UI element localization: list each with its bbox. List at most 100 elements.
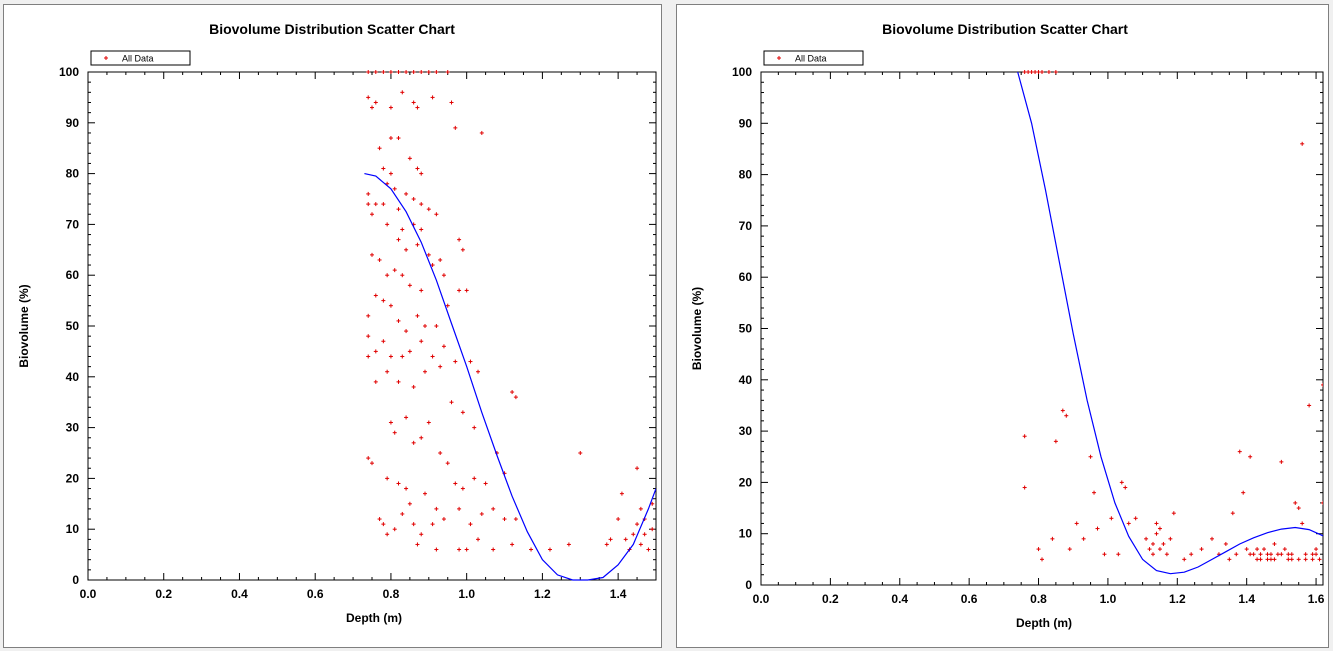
data-point <box>388 136 393 141</box>
data-point <box>1144 536 1149 541</box>
data-point <box>513 395 518 400</box>
data-point <box>616 517 621 522</box>
chart-title: Biovolume Distribution Scatter Chart <box>209 21 455 37</box>
data-point <box>404 247 409 252</box>
data-point <box>366 456 371 461</box>
x-tick-label: 0.4 <box>231 587 248 601</box>
data-point <box>373 100 378 105</box>
data-point <box>434 506 439 511</box>
data-point <box>1314 552 1319 557</box>
data-point <box>396 70 401 74</box>
fit-curve <box>364 173 656 581</box>
x-tick-label: 1.6 <box>1308 592 1325 606</box>
scatter-chart: Biovolume Distribution Scatter Chart 0 10 2… <box>690 21 1325 630</box>
data-point <box>1314 547 1319 552</box>
data-point <box>1046 70 1051 74</box>
data-point <box>392 430 397 435</box>
data-point <box>411 100 416 105</box>
data-layer <box>1017 70 1323 575</box>
plot-area <box>87 71 657 581</box>
data-point <box>1300 521 1305 526</box>
data-point <box>426 207 431 212</box>
data-point <box>377 517 382 522</box>
data-point <box>370 252 374 257</box>
data-point <box>388 354 393 359</box>
data-point <box>388 105 393 110</box>
data-point <box>404 486 409 491</box>
y-tick-label: 10 <box>739 527 753 541</box>
data-point <box>1036 547 1041 552</box>
data-point <box>623 537 628 542</box>
data-point <box>404 191 409 196</box>
x-tick-label: 0.0 <box>80 587 97 601</box>
data-point <box>419 339 424 344</box>
data-point <box>1248 454 1253 459</box>
y-axis-label: Biovolume (%) <box>690 287 704 370</box>
data-point <box>1081 536 1086 541</box>
data-point <box>529 547 534 552</box>
data-point <box>513 517 518 522</box>
data-point <box>400 354 405 359</box>
data-point <box>650 527 655 532</box>
data-point <box>404 415 409 420</box>
data-point <box>388 420 393 425</box>
data-point <box>646 547 651 552</box>
data-point <box>1227 557 1232 562</box>
data-point <box>1286 557 1291 562</box>
y-tick-label: 90 <box>739 116 753 130</box>
data-point <box>434 212 439 217</box>
data-point <box>1303 552 1308 557</box>
data-point <box>430 354 435 359</box>
data-point <box>1286 552 1291 557</box>
data-point <box>1092 490 1097 495</box>
data-point <box>445 303 450 308</box>
data-point <box>392 186 397 191</box>
scatter-chart: Biovolume Distribution Scatter Chart 0 10 2… <box>17 21 657 625</box>
data-point <box>407 501 412 506</box>
data-point <box>1209 536 1214 541</box>
y-tick-label: 100 <box>59 65 79 79</box>
x-tick-label: 0.2 <box>155 587 172 601</box>
x-tick-label: 1.0 <box>1100 592 1117 606</box>
x-tick-label: 1.2 <box>534 587 551 601</box>
y-tick-label: 40 <box>66 370 80 384</box>
data-point <box>1151 541 1156 546</box>
data-point <box>415 242 420 247</box>
data-point <box>1255 547 1260 552</box>
data-point <box>434 324 439 328</box>
data-point <box>438 364 443 369</box>
data-point <box>453 125 458 130</box>
data-point <box>1244 547 1249 552</box>
data-point <box>385 369 390 374</box>
data-point <box>1296 506 1301 511</box>
data-point <box>1060 408 1065 413</box>
data-point <box>578 451 583 455</box>
data-point <box>373 293 378 298</box>
data-point <box>1255 557 1260 562</box>
data-point <box>472 476 477 481</box>
data-point <box>1126 521 1131 526</box>
data-point <box>449 100 454 105</box>
data-point <box>1147 547 1152 552</box>
data-point <box>366 334 371 339</box>
data-point <box>1275 552 1280 557</box>
data-point <box>1265 552 1270 557</box>
data-point <box>438 257 443 262</box>
data-point <box>1164 552 1169 557</box>
data-point <box>385 532 390 537</box>
data-point <box>479 130 484 135</box>
data-point <box>619 491 624 496</box>
data-point <box>1268 552 1273 557</box>
data-point <box>400 273 405 278</box>
chart-panel-right: Biovolume Distribution Scatter Chart 0 10 2… <box>676 4 1329 648</box>
data-point <box>1310 552 1315 557</box>
data-point <box>608 537 613 542</box>
data-point <box>370 105 374 110</box>
data-point <box>1157 526 1162 531</box>
data-point <box>1296 557 1301 562</box>
data-point <box>1258 557 1263 562</box>
legend-box <box>763 50 864 66</box>
data-point <box>396 237 401 242</box>
data-point <box>1040 70 1044 74</box>
data-point <box>373 379 378 384</box>
